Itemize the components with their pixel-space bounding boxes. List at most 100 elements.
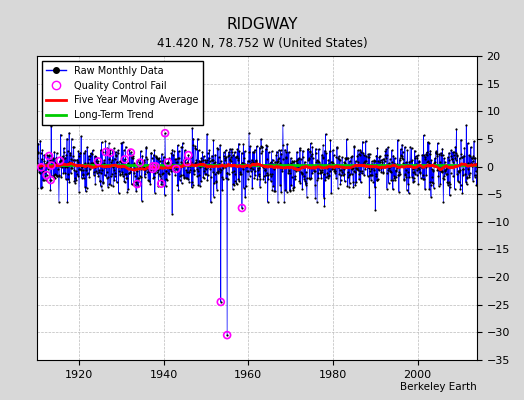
Point	[408, 173, 416, 180]
Point	[420, 176, 428, 183]
Point	[227, 154, 236, 160]
Point	[355, 176, 363, 183]
Point	[105, 181, 114, 187]
Point	[290, 166, 298, 172]
Point	[443, 170, 451, 177]
Point	[331, 168, 340, 174]
Point	[52, 150, 61, 156]
Point	[280, 199, 289, 206]
Point	[271, 162, 280, 168]
Point	[289, 158, 297, 165]
Point	[277, 147, 285, 154]
Point	[336, 177, 345, 184]
Point	[55, 172, 63, 179]
Point	[94, 162, 103, 168]
Point	[94, 158, 102, 164]
Point	[66, 152, 74, 158]
Point	[182, 167, 190, 174]
Point	[462, 181, 471, 188]
Point	[81, 160, 89, 166]
Point	[48, 173, 56, 179]
Point	[359, 161, 367, 167]
Point	[54, 198, 63, 205]
Point	[399, 160, 408, 166]
Point	[375, 167, 383, 174]
Point	[300, 173, 308, 179]
Point	[466, 153, 474, 159]
Point	[341, 178, 349, 184]
Point	[174, 148, 183, 154]
Point	[287, 182, 296, 188]
Point	[100, 157, 108, 164]
Point	[459, 172, 467, 178]
Point	[248, 184, 256, 191]
Point	[391, 161, 399, 167]
Text: 41.420 N, 78.752 W (United States): 41.420 N, 78.752 W (United States)	[157, 37, 367, 50]
Point	[453, 153, 461, 159]
Point	[241, 194, 249, 201]
Point	[72, 177, 80, 183]
Point	[223, 332, 231, 338]
Point	[317, 175, 325, 181]
Point	[45, 153, 53, 159]
Point	[202, 159, 211, 165]
Point	[166, 166, 174, 173]
Point	[470, 161, 478, 167]
Point	[467, 154, 476, 161]
Point	[224, 152, 232, 159]
Point	[137, 148, 145, 154]
Point	[259, 176, 268, 183]
Point	[153, 155, 161, 161]
Point	[81, 184, 89, 190]
Point	[141, 154, 150, 160]
Point	[172, 156, 180, 162]
Point	[252, 157, 260, 164]
Point	[337, 171, 345, 178]
Point	[335, 167, 344, 174]
Point	[134, 183, 143, 189]
Point	[249, 166, 257, 172]
Point	[59, 169, 68, 176]
Point	[33, 155, 41, 161]
Point	[156, 158, 164, 164]
Point	[173, 142, 182, 148]
Point	[132, 165, 140, 172]
Point	[358, 167, 366, 174]
Point	[464, 140, 472, 146]
Point	[274, 199, 282, 206]
Point	[73, 158, 82, 165]
Point	[243, 168, 251, 174]
Point	[98, 167, 106, 173]
Point	[68, 136, 76, 142]
Point	[356, 152, 364, 158]
Point	[462, 179, 470, 185]
Point	[435, 151, 444, 157]
Point	[266, 170, 275, 177]
Point	[139, 163, 147, 169]
Point	[127, 149, 135, 156]
Point	[458, 190, 466, 197]
Point	[316, 169, 325, 175]
Point	[222, 147, 230, 154]
Point	[354, 166, 363, 173]
Point	[302, 169, 310, 175]
Point	[316, 170, 324, 176]
Point	[126, 169, 135, 175]
Point	[224, 149, 233, 155]
Point	[136, 173, 144, 179]
Point	[84, 170, 92, 176]
Point	[220, 149, 228, 156]
Point	[62, 176, 70, 182]
Point	[411, 147, 419, 154]
Point	[215, 169, 224, 176]
Point	[147, 150, 155, 156]
Point	[374, 175, 382, 182]
Point	[342, 155, 350, 161]
Point	[361, 160, 369, 167]
Point	[66, 150, 74, 156]
Point	[102, 162, 111, 169]
Point	[47, 162, 56, 169]
Point	[79, 167, 87, 174]
Point	[118, 171, 127, 178]
Point	[246, 172, 254, 179]
